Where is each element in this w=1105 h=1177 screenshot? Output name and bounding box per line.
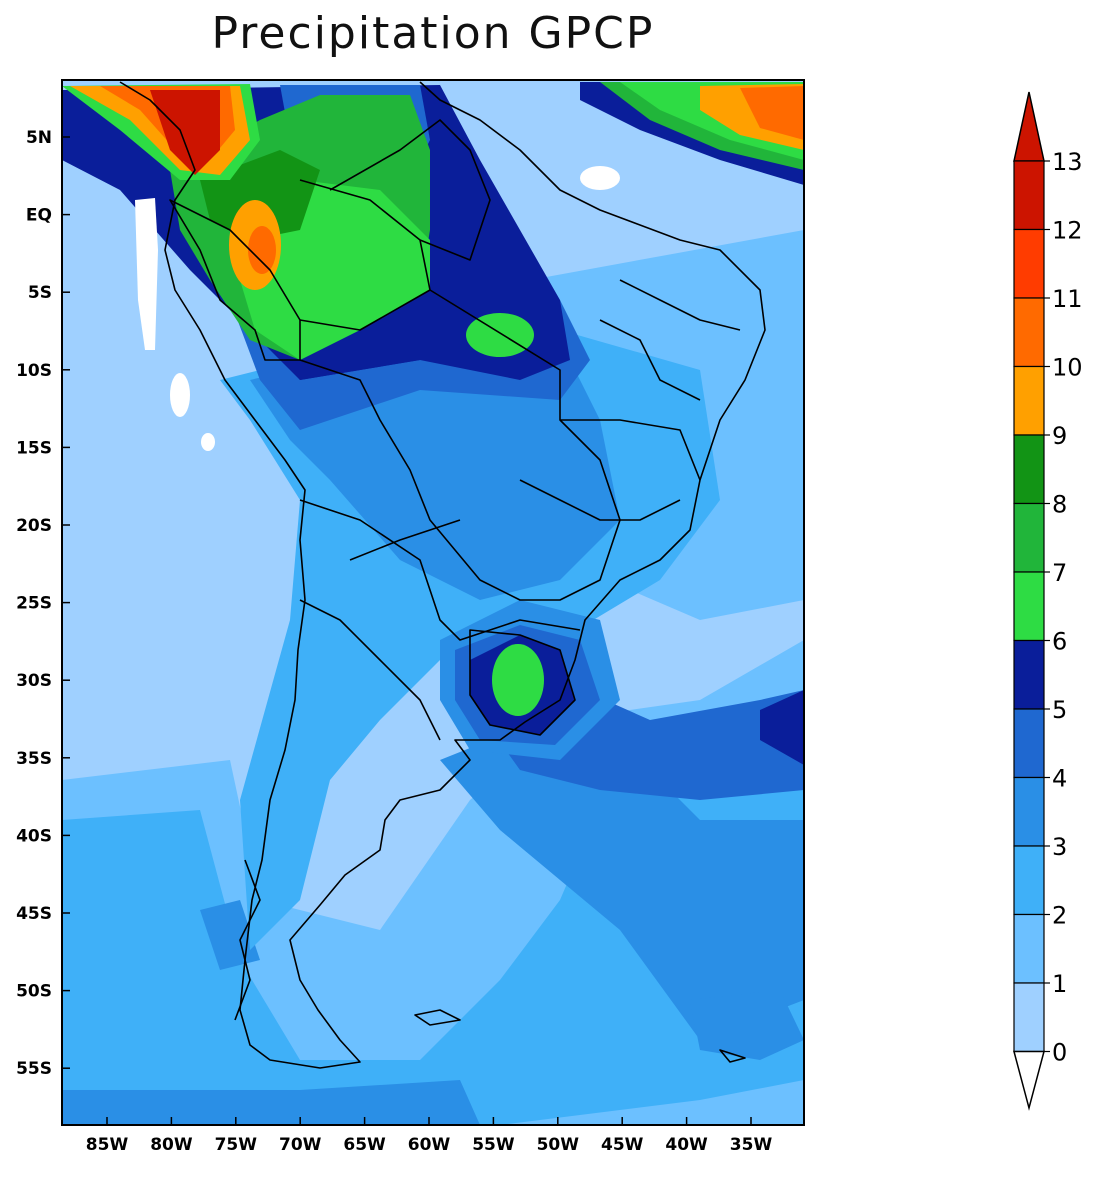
lon-tick-label: 60W [408, 1135, 451, 1155]
colorbar-band [1013, 502, 1045, 573]
colorbar-band [1013, 982, 1045, 1053]
lat-tick-label: 55S [16, 1059, 52, 1079]
lat-tick-label: 5S [28, 283, 52, 303]
lon-tick-label: 35W [730, 1135, 773, 1155]
lat-tick-label: EQ [26, 206, 52, 226]
longitude-axis: 85W 80W 75W 70W 65W 60W 55W 50W 45W 40W 35W [86, 1117, 773, 1155]
lat-tick-label: 25S [16, 594, 52, 614]
colorbar-band [1013, 913, 1045, 984]
colorbar-band [1013, 708, 1045, 779]
colorbar-label: 6 [1052, 628, 1067, 656]
colorbar-label: 2 [1052, 902, 1067, 930]
lon-tick-label: 85W [86, 1135, 129, 1155]
lon-tick-label: 40W [665, 1135, 708, 1155]
lon-tick-label: 50W [537, 1135, 580, 1155]
colorbar-label: 7 [1052, 559, 1067, 587]
colorbar-label: 3 [1052, 833, 1067, 861]
coastline-borders [119, 81, 766, 1069]
lat-tick-label: 5N [26, 128, 52, 148]
colorbar-label: 13 [1052, 148, 1083, 176]
colorbar-band [1013, 228, 1045, 299]
lat-tick-label: 20S [16, 516, 52, 536]
colorbar-label: 5 [1052, 696, 1067, 724]
page-title: Precipitation GPCP [211, 8, 655, 59]
colorbar-label: 12 [1052, 217, 1083, 245]
colorbar-label: 11 [1052, 285, 1083, 313]
colorbar-label: 8 [1052, 491, 1067, 519]
lon-tick-label: 70W [279, 1135, 322, 1155]
colorbar-under-arrow [1013, 1050, 1045, 1111]
colorbar-band [1013, 297, 1045, 368]
colorbar-band [1013, 639, 1045, 710]
colorbar-label: 4 [1052, 765, 1067, 793]
colorbar-band [1013, 434, 1045, 505]
lat-tick-label: 40S [16, 826, 52, 846]
colorbar-label: 9 [1052, 422, 1067, 450]
colorbar-band [1013, 365, 1045, 436]
lon-tick-label: 55W [472, 1135, 515, 1155]
colorbar-over-arrow [1013, 91, 1045, 162]
colorbar-label: 1 [1052, 970, 1067, 998]
colorbar-label: 0 [1052, 1039, 1067, 1067]
colorbar-band [1013, 160, 1045, 231]
colorbar-band [1013, 845, 1045, 916]
lat-tick-label: 50S [16, 982, 52, 1002]
lat-tick-label: 10S [16, 361, 52, 381]
colorbar-label: 10 [1052, 354, 1083, 382]
lat-tick-label: 15S [16, 438, 52, 458]
precipitation-field [62, 80, 804, 1125]
lon-tick-label: 80W [150, 1135, 193, 1155]
colorbar-band [1013, 571, 1045, 642]
lon-tick-label: 75W [215, 1135, 258, 1155]
lon-tick-label: 65W [343, 1135, 386, 1155]
colorbar-band [1013, 776, 1045, 847]
lat-tick-label: 35S [16, 749, 52, 769]
lat-tick-label: 30S [16, 671, 52, 691]
latitude-axis: 5N EQ 5S 10S 15S 20S 25S 30S 35S 40S 45S 50S 55S [16, 128, 70, 1079]
lon-tick-label: 45W [601, 1135, 644, 1155]
lat-tick-label: 45S [16, 904, 52, 924]
